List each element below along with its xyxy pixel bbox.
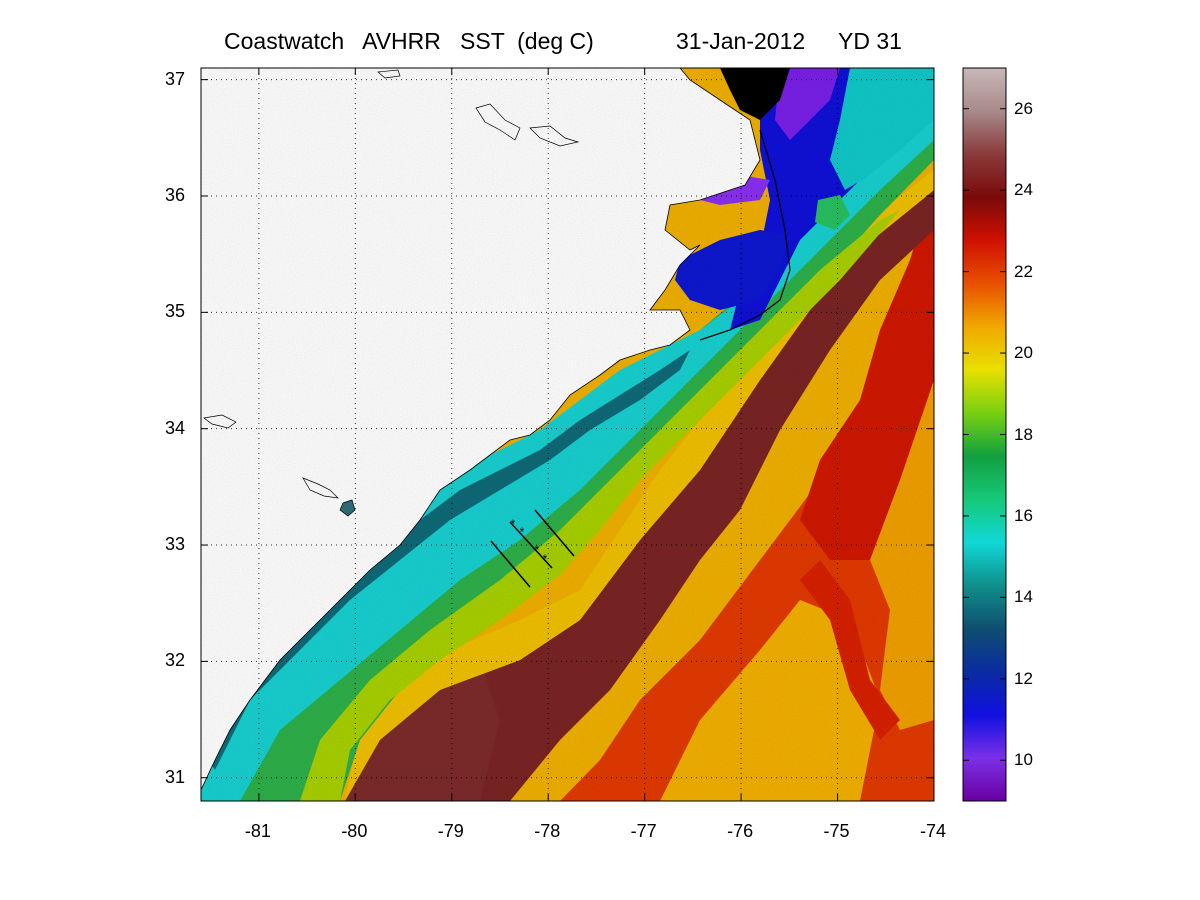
lat-tick-label: 36 — [165, 184, 186, 205]
graticule — [201, 68, 935, 801]
colorbar-tick-label: 24 — [1014, 180, 1033, 200]
sst-field: * * * * — [201, 68, 934, 801]
lon-tick-label: -74 — [920, 821, 947, 841]
lon-tick-label: -77 — [630, 821, 657, 841]
lon-tick-label: -80 — [341, 821, 368, 841]
figure-date: 31-Jan-2012 — [676, 28, 806, 54]
colorbar-tick-label: 22 — [1014, 261, 1033, 281]
lat-tick-label: 33 — [165, 534, 186, 555]
lon-tick-label: -79 — [437, 821, 464, 841]
lat-tick-label: 32 — [165, 650, 186, 671]
lat-tick-label: 34 — [165, 417, 186, 438]
colorbar-tick-label: 16 — [1014, 505, 1033, 525]
map-frame — [200, 67, 935, 802]
axis-ticks — [201, 68, 935, 801]
texture-overlay — [201, 68, 934, 801]
colorbar-tick-label: 10 — [1014, 750, 1033, 770]
lon-tick-label: -78 — [534, 821, 561, 841]
lat-tick-label: 37 — [165, 68, 186, 89]
colorbar-tick-label: 18 — [1014, 424, 1033, 444]
figure-yearday: YD 31 — [838, 28, 902, 54]
colorbar-tick-label: 14 — [1014, 587, 1033, 607]
lat-tick-label: 35 — [165, 301, 186, 322]
figure-title: Coastwatch AVHRR SST (deg C) — [224, 28, 594, 54]
lat-tick-label: 31 — [165, 766, 186, 787]
colorbar-ticks — [963, 108, 1006, 761]
lon-tick-label: -75 — [823, 821, 850, 841]
lon-tick-label: -76 — [727, 821, 754, 841]
colorbar — [962, 67, 1007, 802]
colorbar-tick-label: 20 — [1014, 343, 1033, 363]
lon-tick-label: -81 — [244, 821, 271, 841]
colorbar-tick-label: 26 — [1014, 98, 1033, 118]
colorbar-tick-label: 12 — [1014, 668, 1033, 688]
